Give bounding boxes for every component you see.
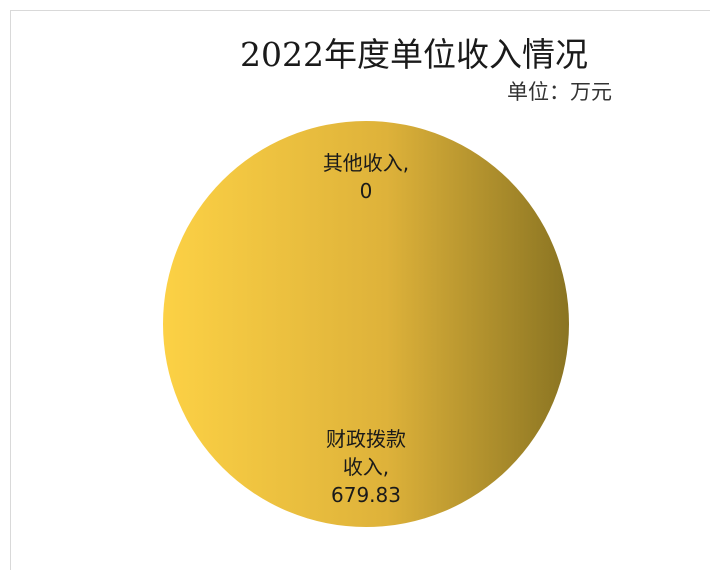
data-label-1: 其他收入, 0 (323, 151, 409, 203)
pie-chart: 其他收入, 0 财政拨款收入, 679.83 (163, 121, 569, 527)
data-label-2-line-3: 679.83 (331, 483, 401, 507)
data-label-2-line-2: 收入, (343, 455, 389, 479)
data-label-2: 财政拨款收入, 679.83 (326, 427, 406, 507)
chart-subtitle: 单位：万元 (507, 80, 612, 104)
data-label-1-line-2: 0 (360, 179, 373, 203)
pie-slice-2 (163, 121, 569, 527)
data-label-2-line-1: 财政拨款 (326, 427, 406, 451)
chart-title: 2022年度单位收入情况 (240, 35, 588, 74)
data-label-1-line-1: 其他收入, (323, 151, 409, 175)
